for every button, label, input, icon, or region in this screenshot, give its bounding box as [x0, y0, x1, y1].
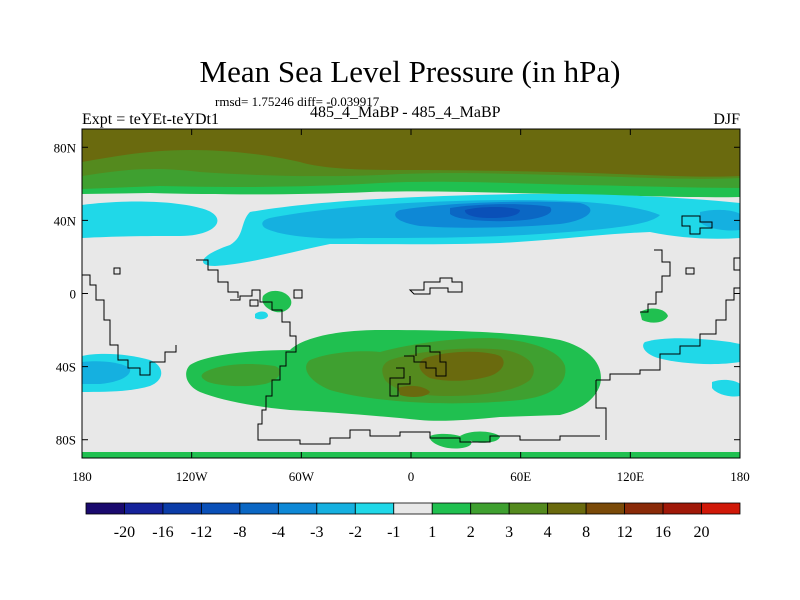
colorbar-label: 3 [505, 524, 513, 541]
season-label: DJF [713, 111, 740, 128]
colorbar-swatch [239, 502, 279, 515]
coastline-south-america [230, 289, 297, 441]
chart-title: Mean Sea Level Pressure (in hPa) [199, 54, 621, 89]
contour-north-brown [82, 129, 740, 177]
colorbar-swatch [624, 502, 664, 515]
colorbar-swatch [277, 502, 318, 515]
y-tick-label: 40N [54, 213, 77, 228]
colorbar-swatch [470, 502, 510, 515]
colorbar-swatch [162, 502, 202, 515]
y-tick-label: 80N [54, 140, 77, 155]
x-tick-label: 60W [289, 469, 315, 484]
colorbar-swatch [354, 502, 395, 515]
contour-north-light-blue [82, 201, 218, 238]
colorbar-swatch [393, 502, 433, 515]
experiment-label: Expt = teYEt-teYDt1 [82, 111, 219, 128]
colorbar-label: -4 [272, 524, 285, 541]
contour-tropical-cyan-1 [255, 311, 268, 320]
colorbar-swatch [662, 502, 702, 515]
coastlines [82, 215, 740, 445]
coastline-americas-east [196, 259, 239, 298]
colorbar-swatch [508, 502, 549, 515]
colorbar-swatch [585, 502, 625, 515]
colorbar-swatch [547, 502, 587, 515]
x-tick-label: 120W [176, 469, 209, 484]
x-tick-label: 120E [617, 469, 645, 484]
colorbar-label: -20 [114, 524, 135, 541]
colorbar-label: -16 [152, 524, 173, 541]
axes: 180 120W 60W 0 60E 120E 180 80N 40N 0 40S 80S [54, 129, 750, 484]
y-tick-label: 0 [70, 287, 77, 302]
colorbar-label: 1 [428, 524, 436, 541]
colorbar-label: 20 [694, 524, 710, 541]
coastline-small-island-2 [293, 289, 303, 299]
contour-south-olive [201, 364, 281, 387]
colorbar-label: 12 [617, 524, 633, 541]
contour-tropical-green-1 [262, 290, 292, 313]
colorbar: -20 -16 -12 -8 -4 -3 -2 -1 1 2 3 4 8 12 16 20 [85, 502, 741, 541]
colorbar-label: -1 [387, 524, 400, 541]
stats-label: rmsd= 1.75246 diff= -0.039917 [215, 94, 380, 109]
coastline-africa [389, 345, 447, 397]
y-tick-label: 80S [56, 433, 76, 448]
colorbar-label: 2 [467, 524, 475, 541]
coastline-africa-north [408, 277, 463, 295]
x-tick-label: 180 [72, 469, 92, 484]
y-tick-label: 40S [56, 360, 76, 375]
colorbar-swatch [316, 502, 356, 515]
coastline-americas-west [82, 274, 177, 376]
colorbar-label: 8 [582, 524, 590, 541]
contour-south-west-blue [82, 361, 131, 384]
colorbar-swatch [124, 502, 164, 515]
colorbar-label: -12 [191, 524, 212, 541]
coastline-australia [595, 287, 740, 440]
x-tick-label: 60E [510, 469, 531, 484]
contour-cyan-east [700, 209, 740, 231]
colorbar-label: -3 [310, 524, 323, 541]
colorbar-swatch [85, 502, 125, 515]
contour-field [82, 129, 740, 458]
x-tick-label: 0 [408, 469, 415, 484]
contour-south-brown-2 [398, 385, 430, 397]
contour-tropical-cyan-2 [643, 338, 740, 365]
comparison-label: 485_4_MaBP - 485_4_MaBP [310, 104, 501, 121]
coastline-asia-east [640, 249, 671, 313]
contour-south-east-cyan [712, 379, 740, 397]
colorbar-label: 16 [655, 524, 671, 541]
coastline-japan [681, 215, 713, 235]
colorbar-label: -2 [349, 524, 362, 541]
colorbar-label: 4 [544, 524, 552, 541]
colorbar-swatch [701, 502, 741, 515]
coastline-antarctica [268, 429, 600, 445]
x-tick-label: 180 [730, 469, 750, 484]
colorbar-swatch [431, 502, 472, 515]
contour-north-dark-blue [464, 207, 520, 218]
coastline-pacific-islands [113, 257, 740, 275]
colorbar-swatch [201, 502, 241, 515]
colorbar-label: -8 [233, 524, 246, 541]
coastline-small-island-1 [249, 299, 259, 307]
